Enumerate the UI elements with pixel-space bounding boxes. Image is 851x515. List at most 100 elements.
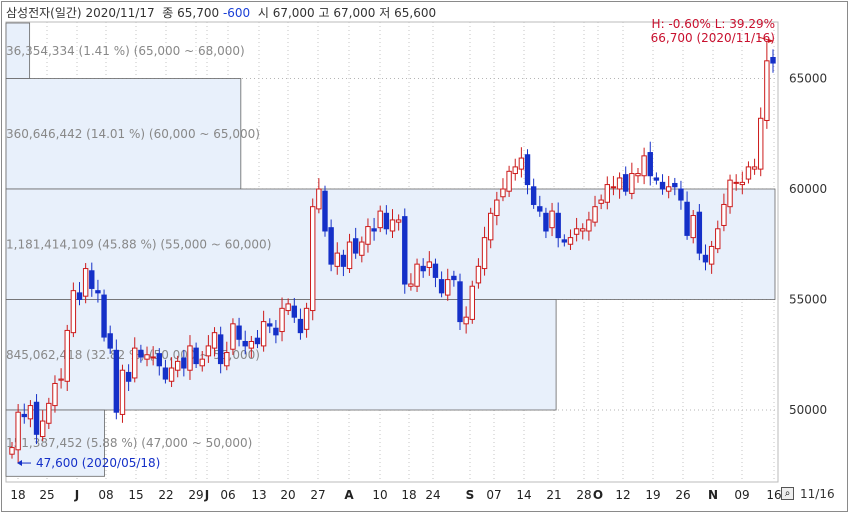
x-tick-label: 24 [425,488,440,502]
candle-down [254,337,261,345]
candle-up [751,166,758,170]
x-tick-label: 08 [98,488,113,502]
candle-down [420,265,426,272]
candle-down [89,270,95,289]
candle-down [770,57,776,64]
x-tick-label: 20 [280,488,295,502]
candle-down [623,174,629,192]
candle-down [76,292,83,300]
candle-down [291,305,298,318]
candle-up [144,354,150,360]
candle-up [199,358,205,367]
x-tick-label: 29 [188,488,203,502]
x-tick-label: 14 [516,488,531,502]
candle-down [162,367,169,380]
candle-up [211,332,218,349]
candle-down [101,294,107,338]
candle-down [328,227,334,265]
candle-up [119,369,126,415]
candle-down [524,154,531,186]
magnifier-icon: ⌕ [784,488,791,499]
candle-down [113,349,120,413]
zoom-button[interactable]: ⌕ [781,487,794,500]
candle-down [297,318,304,334]
candle-down [193,347,199,365]
volume-profile-box [5,78,242,190]
candle-up [230,323,236,350]
candle-up [395,219,402,223]
x-tick-label: A [344,488,354,502]
close-label: 종 [162,6,174,20]
y-tick-label: 65000 [789,72,827,86]
candle-up [150,356,156,359]
candle-down [95,290,101,294]
candle-up [733,181,739,184]
candle-up [414,263,420,287]
candle-up [573,228,580,235]
x-tick-label: 22 [158,488,173,502]
candle-up [549,210,555,229]
x-tick-label: 18 [10,488,25,502]
candle-up [316,188,322,210]
candle-up [359,241,365,256]
candle-up [518,157,525,170]
candle-down [352,238,359,254]
candle-down [217,334,224,365]
candle-up [494,199,500,217]
candle-up [727,179,733,208]
volume-profile-label: 151,387,452 (5.88 %) (47,000 ~ 50,000) [6,436,252,450]
x-tick-label: 28 [576,488,591,502]
candle-down [322,190,328,232]
candle-up [512,166,518,175]
candle-down [530,186,537,205]
x-tick-label: 18 [401,488,416,502]
x-tick-label: O [593,488,603,502]
candle-up [604,184,610,203]
candle-up [586,219,592,232]
candle-up [445,279,451,296]
candle-down [242,340,248,347]
candle-up [715,228,721,250]
candle-down [138,349,144,358]
candle-up [629,173,635,194]
volume-profile-label: 1,181,414,109 (45.88 %) (55,000 ~ 60,000… [6,237,271,251]
x-tick-label: 16 [766,488,781,502]
candle-down [340,254,347,267]
candle-up [82,268,89,297]
candle-up [580,228,586,232]
candle-up [610,186,617,189]
x-tick-label: J [204,488,209,502]
candle-up [764,60,770,121]
volume-profile-box [5,188,776,300]
candle-down [371,228,377,232]
candle-up [70,290,77,334]
candle-up [15,411,21,451]
x-tick-label: 07 [486,488,501,502]
candle-down [451,275,457,281]
candle-down [438,279,445,294]
candle-up [389,219,396,232]
candle-down [696,211,703,254]
candle-down [543,212,549,232]
header-date: 2020/11/17 [85,6,155,20]
open-value: 67,000 [272,6,315,20]
candle-up [52,382,58,407]
candle-down [561,239,568,243]
candle-up [334,252,340,267]
candle-up [279,307,285,333]
candle-down [125,371,132,382]
x-tick-label: 26 [675,488,690,502]
x-tick-label: 27 [310,488,325,502]
candle-up [365,226,371,245]
candle-up [690,215,696,239]
high-low-pct: H: -0.60% L: 39.29% [651,17,775,31]
x-tick-label: J [74,488,79,502]
change-value: -600 [222,6,251,20]
candle-up [346,241,353,270]
candle-down [647,152,653,177]
candle-up [9,447,15,455]
x-tick-label: 25 [39,488,54,502]
high-label: 고 [318,6,330,20]
